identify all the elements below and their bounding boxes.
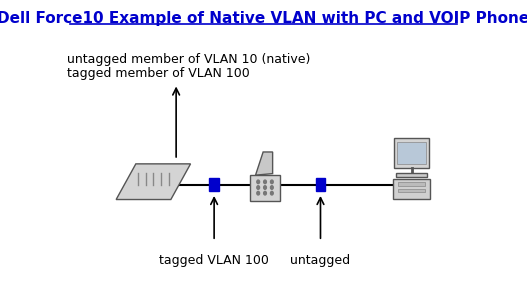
Bar [398, 189, 425, 193]
Polygon shape [116, 164, 191, 200]
Circle shape [264, 180, 266, 184]
Circle shape [264, 186, 266, 189]
Circle shape [257, 186, 260, 189]
Circle shape [270, 186, 273, 189]
Circle shape [270, 180, 273, 184]
Text: tagged member of VLAN 100: tagged member of VLAN 100 [67, 67, 250, 80]
Circle shape [270, 191, 273, 195]
Bar [209, 178, 219, 191]
Circle shape [257, 180, 260, 184]
Bar [394, 138, 430, 167]
Bar [396, 173, 427, 177]
Text: untagged member of VLAN 10 (native): untagged member of VLAN 10 (native) [67, 53, 311, 66]
Polygon shape [256, 152, 272, 175]
Text: untagged: untagged [290, 254, 350, 267]
Text: tagged VLAN 100: tagged VLAN 100 [159, 254, 269, 267]
Circle shape [257, 191, 260, 195]
Bar [397, 142, 426, 164]
Bar [398, 182, 425, 186]
Bar [316, 178, 326, 191]
Circle shape [264, 191, 266, 195]
Bar [250, 175, 280, 201]
Text: Dell Force10 Example of Native VLAN with PC and VOIP Phone: Dell Force10 Example of Native VLAN with… [0, 11, 527, 26]
Bar [393, 179, 430, 199]
